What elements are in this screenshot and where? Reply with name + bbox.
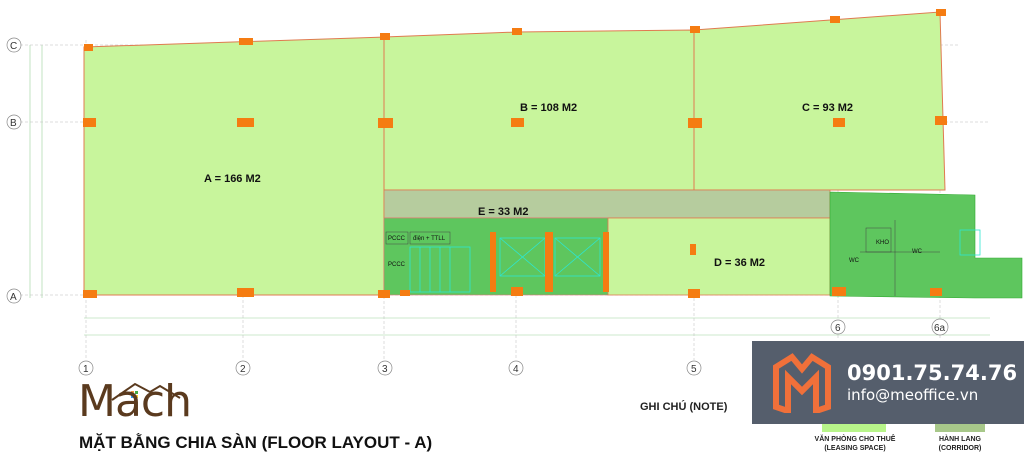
room-walls (385, 220, 940, 296)
grid-col-6a: 6a (934, 323, 946, 334)
area-e[interactable] (383, 189, 831, 219)
area-a-label: A = 166 M2 (204, 173, 261, 185)
area-e-label: E = 33 M2 (478, 206, 528, 218)
meoffice-m-logo-icon (773, 353, 831, 413)
contact-phone[interactable]: 0901.75.74.76 (847, 361, 1018, 385)
area-d-label: D = 36 M2 (714, 257, 765, 269)
grid-row-a: A (10, 292, 17, 303)
legend-leasing-label: VĂN PHÒNG CHO THUÊ (LEASING SPACE) (814, 436, 896, 452)
area-a[interactable] (83, 36, 385, 296)
dimension-lines (29, 45, 990, 336)
grid-col-1: 1 (83, 364, 89, 375)
contact-email[interactable]: info@meoffice.vn (847, 386, 979, 404)
grid-bubbles (6, 37, 949, 376)
grid-col-6: 6 (835, 323, 841, 334)
grid-row-c: C (10, 41, 17, 52)
logo-window-icon (131, 391, 138, 398)
grid-row-b: B (10, 118, 17, 129)
grid-col-3: 3 (382, 364, 388, 375)
room-pccc-2: PCCC (388, 262, 406, 268)
area-b-label: B = 108 M2 (520, 102, 577, 114)
grid-col-5: 5 (691, 364, 697, 375)
legend-corridor-label: HÀNH LANG (CORRIDOR) (938, 436, 982, 452)
room-wc-2: WC (912, 249, 923, 255)
page-title: MẶT BẰNG CHIA SÀN (FLOOR LAYOUT - A) (79, 433, 433, 452)
room-kho: KHO (876, 240, 889, 246)
legend-corridor-swatch (935, 424, 985, 432)
area-d[interactable] (607, 217, 831, 296)
legend-leasing-swatch (822, 424, 886, 432)
room-pccc-1: PCCC (388, 236, 406, 242)
area-c[interactable] (693, 11, 946, 191)
room-electrical: điện + TTLL (413, 236, 446, 242)
core-details (409, 229, 981, 293)
columns (83, 9, 947, 298)
grid-col-4: 4 (513, 364, 519, 375)
logo: Mach (78, 376, 192, 427)
legend-heading: GHI CHÚ (NOTE) (640, 401, 728, 413)
wc-area (829, 191, 1023, 299)
logo-roof-icon (111, 382, 181, 401)
area-c-label: C = 93 M2 (802, 102, 853, 114)
grid-col-2: 2 (240, 364, 246, 375)
room-wc-1: WC (849, 258, 860, 264)
contact-banner: 0901.75.74.76 info@meoffice.vn (752, 341, 1024, 424)
